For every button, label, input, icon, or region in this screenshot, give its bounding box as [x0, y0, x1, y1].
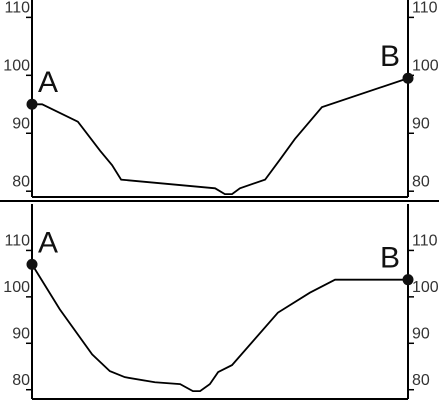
y-tick-label: 90	[412, 115, 430, 132]
point-label: B	[380, 242, 400, 275]
y-tick-label: 110	[412, 0, 438, 17]
profile-line	[32, 77, 409, 196]
y-tick-label: 90	[12, 326, 30, 343]
y-tick-label: 90	[412, 326, 430, 343]
y-tick-label: 80	[12, 372, 30, 389]
y-tick-label: 80	[12, 173, 30, 190]
y-tick-label: 80	[412, 173, 430, 190]
endpoint	[402, 72, 414, 84]
y-tick-label: 100	[3, 279, 30, 296]
y-tick-label: 110	[4, 233, 30, 250]
y-tick-label: 80	[412, 372, 430, 389]
point-label: A	[38, 66, 58, 99]
y-tick-label: 100	[3, 58, 30, 75]
endpoint	[402, 274, 414, 286]
y-tick-label: 110	[4, 0, 30, 17]
y-tick-label: 100	[412, 58, 439, 75]
y-tick-label: 90	[12, 115, 30, 132]
point-label: B	[380, 40, 400, 73]
endpoint	[26, 258, 38, 270]
profile-line	[31, 263, 408, 393]
y-tick-label: 110	[412, 233, 438, 250]
point-label: A	[38, 226, 58, 259]
endpoint	[26, 98, 38, 110]
y-tick-label: 100	[412, 279, 439, 296]
